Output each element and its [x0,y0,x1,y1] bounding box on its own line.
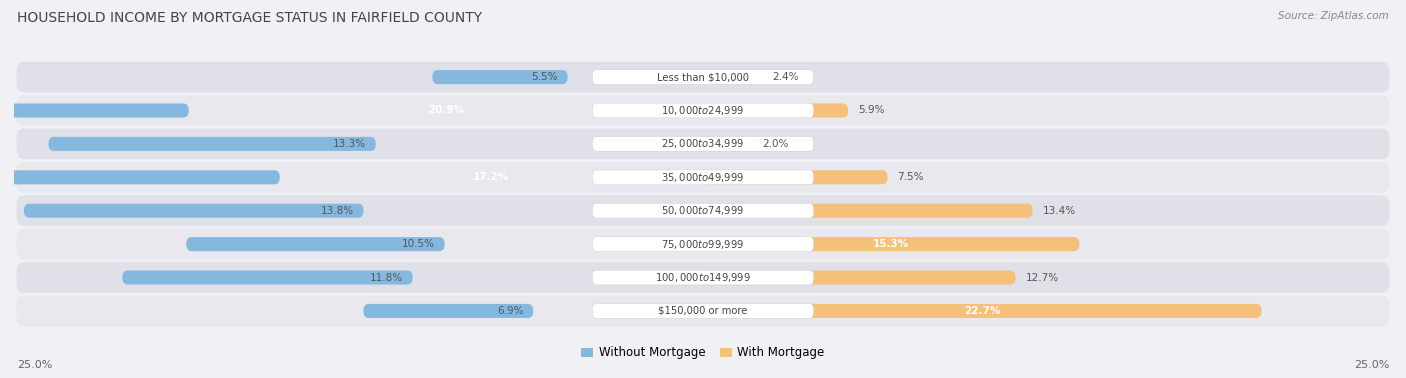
FancyBboxPatch shape [592,170,814,185]
FancyBboxPatch shape [24,204,363,218]
FancyBboxPatch shape [0,104,188,118]
FancyBboxPatch shape [17,95,1389,126]
FancyBboxPatch shape [17,62,1389,93]
Text: HOUSEHOLD INCOME BY MORTGAGE STATUS IN FAIRFIELD COUNTY: HOUSEHOLD INCOME BY MORTGAGE STATUS IN F… [17,11,482,25]
FancyBboxPatch shape [703,237,1080,251]
FancyBboxPatch shape [703,204,1032,218]
FancyBboxPatch shape [433,70,568,84]
Text: 22.7%: 22.7% [965,306,1001,316]
Text: 13.4%: 13.4% [1043,206,1076,216]
Text: 11.8%: 11.8% [370,273,402,282]
Text: 5.9%: 5.9% [858,105,884,116]
FancyBboxPatch shape [17,262,1389,293]
Text: 7.5%: 7.5% [897,172,924,182]
Text: 12.7%: 12.7% [1025,273,1059,282]
FancyBboxPatch shape [122,271,413,285]
FancyBboxPatch shape [363,304,533,318]
Text: 13.8%: 13.8% [321,206,354,216]
FancyBboxPatch shape [17,296,1389,326]
Text: 15.3%: 15.3% [873,239,910,249]
Text: $10,000 to $24,999: $10,000 to $24,999 [661,104,745,117]
FancyBboxPatch shape [17,229,1389,259]
FancyBboxPatch shape [703,170,887,184]
Legend: Without Mortgage, With Mortgage: Without Mortgage, With Mortgage [576,342,830,364]
FancyBboxPatch shape [592,237,814,251]
Text: $150,000 or more: $150,000 or more [658,306,748,316]
Text: 2.4%: 2.4% [772,72,799,82]
FancyBboxPatch shape [703,137,752,151]
FancyBboxPatch shape [703,304,1261,318]
FancyBboxPatch shape [592,136,814,151]
Text: 13.3%: 13.3% [333,139,366,149]
Text: 6.9%: 6.9% [496,306,523,316]
Text: 10.5%: 10.5% [402,239,434,249]
Text: 5.5%: 5.5% [531,72,558,82]
FancyBboxPatch shape [0,170,280,184]
FancyBboxPatch shape [17,129,1389,159]
FancyBboxPatch shape [186,237,444,251]
FancyBboxPatch shape [592,103,814,118]
FancyBboxPatch shape [592,70,814,84]
FancyBboxPatch shape [592,203,814,218]
Text: 20.9%: 20.9% [427,105,464,116]
Text: Source: ZipAtlas.com: Source: ZipAtlas.com [1278,11,1389,21]
Text: $100,000 to $149,999: $100,000 to $149,999 [655,271,751,284]
Text: 17.2%: 17.2% [474,172,509,182]
FancyBboxPatch shape [592,270,814,285]
Text: $75,000 to $99,999: $75,000 to $99,999 [661,238,745,251]
Text: Less than $10,000: Less than $10,000 [657,72,749,82]
Text: $50,000 to $74,999: $50,000 to $74,999 [661,204,745,217]
FancyBboxPatch shape [17,162,1389,193]
FancyBboxPatch shape [703,104,848,118]
FancyBboxPatch shape [703,70,762,84]
FancyBboxPatch shape [703,271,1015,285]
FancyBboxPatch shape [48,137,375,151]
Text: 25.0%: 25.0% [17,361,52,370]
Text: 2.0%: 2.0% [762,139,789,149]
Text: $25,000 to $34,999: $25,000 to $34,999 [661,138,745,150]
Text: 25.0%: 25.0% [1354,361,1389,370]
Text: $35,000 to $49,999: $35,000 to $49,999 [661,171,745,184]
FancyBboxPatch shape [592,304,814,318]
FancyBboxPatch shape [17,195,1389,226]
